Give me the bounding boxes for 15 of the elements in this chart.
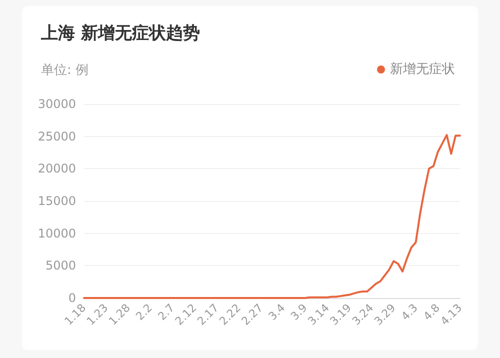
y-tick-label: 10000 <box>38 226 76 240</box>
chart-title: 上海 新增无症状趋势 <box>40 24 200 44</box>
y-tick-label: 20000 <box>38 162 76 176</box>
x-tick-label: 3.4 <box>266 301 288 323</box>
y-axis-title: 单位: 例 <box>41 63 89 78</box>
legend-label: 新增无症状 <box>390 62 455 77</box>
x-tick-label: 2.2 <box>133 301 155 323</box>
x-tick-label: 4.8 <box>420 301 442 323</box>
y-tick-label: 15000 <box>38 194 76 208</box>
y-tick-label: 5000 <box>45 258 76 273</box>
y-tick-label: 25000 <box>38 129 76 144</box>
y-tick-label: 0 <box>68 291 76 305</box>
x-tick-label: 4.3 <box>398 301 420 323</box>
y-tick-label: 30000 <box>38 97 76 111</box>
line-series <box>83 134 461 299</box>
